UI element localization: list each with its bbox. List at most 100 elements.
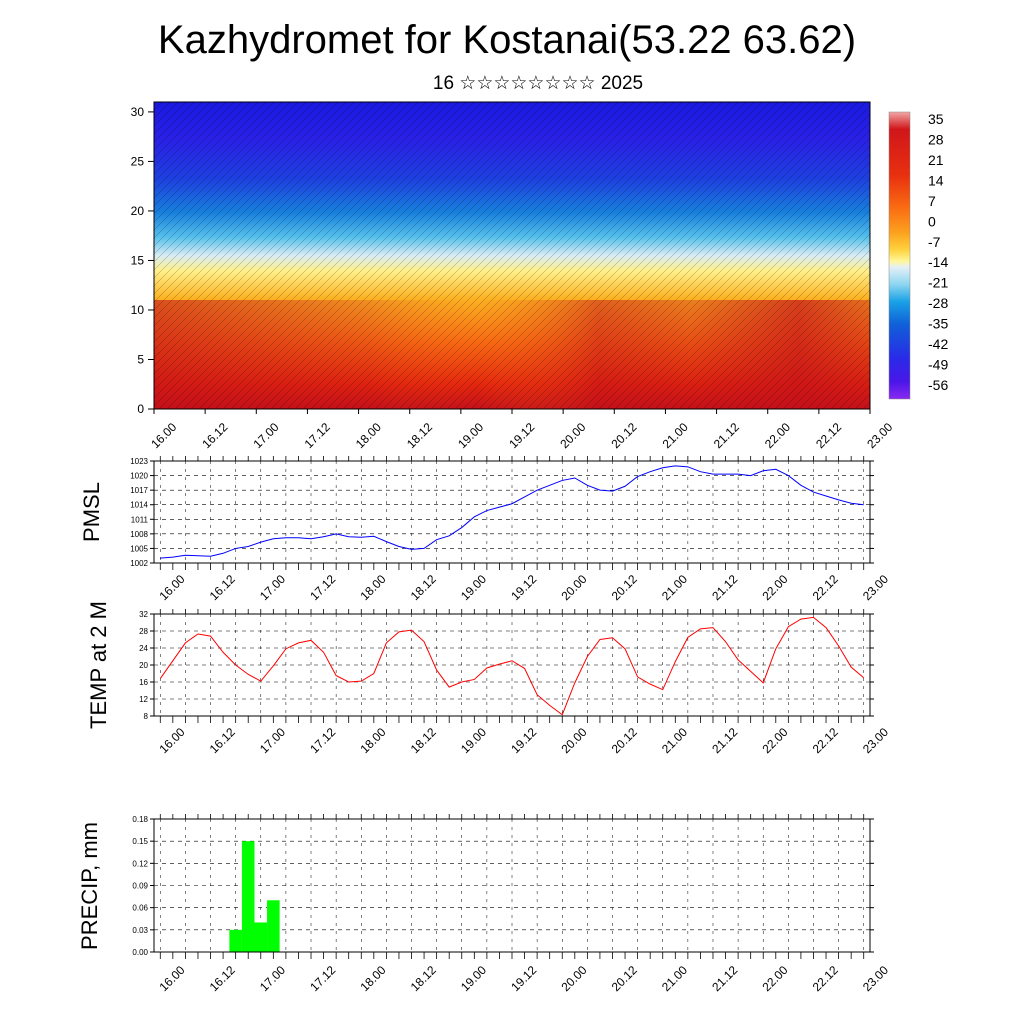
colorbar-label: -14 [928,254,948,270]
wind-barbs-overlay [154,102,870,409]
y-tick-label: 12 [139,695,148,704]
x-tick-label: 21.12 [709,725,740,756]
x-tick-label: 21.12 [709,963,740,994]
x-tick-label: 17.12 [307,725,338,756]
x-tick-label: 21.00 [659,725,690,756]
precip-bar [267,900,280,952]
y-tick-label: 0.00 [132,948,148,957]
x-tick-label: 20.12 [609,963,640,994]
chart-title: Kazhydromet for Kostanai(53.22 63.62) [157,18,857,62]
temperature-x-axis: 16.00 16.12 17.00 17.12 18.00 18.12 19.00 19.12… [148,409,896,451]
colorbar-label: 21 [928,152,944,168]
x-tick-label: 20.12 [609,572,640,603]
colorbar-label: -35 [928,316,948,332]
x-tick-label: 19.12 [508,572,539,603]
temp2m-y-axis: 32 28 24 20 16 12 8 [139,610,874,721]
x-tick-label: 19.00 [458,572,489,603]
x-tick-label: 19.12 [508,963,539,994]
y-tick-label: 0 [137,402,144,416]
x-tick-label: 22.12 [810,725,841,756]
x-tick-label: 18.12 [404,420,435,451]
y-tick-label: 0.15 [132,837,148,846]
x-tick-label: 17.00 [251,420,282,451]
precip-bar [229,929,242,952]
colorbar-label: 14 [928,172,944,188]
y-tick-label: 0.03 [132,926,148,935]
x-tick-label: 20.12 [609,420,640,451]
x-tick-label: 16.12 [199,420,230,451]
x-tick-label: 19.12 [506,420,537,451]
y-tick-label: 0.09 [132,882,148,891]
pmsl-x-axis: 16.00 16.12 17.00 17.12 18.00 18.12 19.00 19.12… [157,456,891,603]
x-tick-label: 20.00 [558,725,589,756]
x-tick-label: 23.00 [860,572,891,603]
y-tick-label: 1020 [130,472,148,481]
y-tick-label: 24 [139,644,148,653]
x-tick-label: 16.00 [157,725,188,756]
x-tick-label: 20.12 [609,725,640,756]
y-tick-label: 8 [144,712,149,721]
y-tick-label: 15 [131,253,145,267]
y-tick-label: 0.18 [132,815,148,824]
colorbar-label: 0 [928,213,936,229]
colorbar-label: 28 [928,131,944,147]
x-tick-label: 23.00 [860,725,891,756]
x-tick-label: 17.00 [257,963,288,994]
x-tick-label: 16.00 [157,572,188,603]
x-tick-label: 22.00 [759,572,790,603]
y-tick-label: 1011 [131,515,149,524]
x-tick-label: 22.12 [813,420,844,451]
y-tick-label: 32 [139,610,148,619]
y-tick-label: 20 [139,661,148,670]
x-tick-label: 18.00 [357,963,388,994]
x-tick-label: 16.00 [148,420,179,451]
x-tick-label: 18.00 [357,725,388,756]
x-tick-label: 17.12 [307,963,338,994]
colorbar-label: 7 [928,193,936,209]
x-tick-label: 16.12 [207,572,238,603]
x-tick-label: 20.00 [557,420,588,451]
x-tick-label: 16.12 [207,725,238,756]
precip-axis-label: PRECIP, mm [77,822,102,950]
colorbar-labels: 35 28 21 14 7 0 -7 -14 -21 -28 -35 -42 -49 -56 [928,111,948,393]
x-tick-label: 22.12 [810,963,841,994]
colorbar-label: -56 [928,377,948,393]
x-tick-label: 19.00 [458,725,489,756]
y-tick-label: 1017 [130,486,148,495]
x-tick-label: 17.00 [257,725,288,756]
colorbar-label: -49 [928,357,948,373]
x-tick-label: 21.00 [660,420,691,451]
colorbar-label: -28 [928,295,948,311]
y-tick-label: 25 [131,154,145,168]
x-tick-label: 22.00 [759,725,790,756]
colorbar: 35 28 21 14 7 0 -7 -14 -21 -28 -35 -42 -49 -56 [888,111,948,400]
x-tick-label: 23.00 [864,420,895,451]
x-tick-label: 17.12 [307,572,338,603]
x-tick-label: 21.00 [659,963,690,994]
temperature-panel: 0 5 10 15 20 25 30 16.00 16.12 17.00 17.12 18.00 18… [131,101,896,451]
x-tick-label: 16.00 [157,963,188,994]
x-tick-label: 22.00 [759,963,790,994]
temp2m-axis-label: TEMP at 2 M [86,601,111,729]
x-tick-label: 19.12 [508,725,539,756]
pmsl-axis-label: PMSL [79,482,104,542]
x-tick-label: 18.12 [408,572,439,603]
y-tick-label: 1023 [130,457,148,466]
colorbar-label: -21 [928,275,948,291]
y-tick-label: 20 [131,204,145,218]
y-tick-label: 10 [131,303,145,317]
x-tick-label: 22.00 [762,420,793,451]
y-tick-label: 1008 [130,530,148,539]
y-tick-label: 1005 [130,544,148,553]
y-tick-label: 30 [131,105,145,119]
temperature-y-axis: 0 5 10 15 20 25 30 [131,105,154,416]
pmsl-y-axis: 1023 1020 1017 1014 1011 1008 1005 1002 [130,457,874,568]
x-tick-label: 17.12 [302,420,333,451]
x-tick-label: 21.00 [659,572,690,603]
precip-y-axis: 0.18 0.15 0.12 0.09 0.06 0.03 0.00 [132,815,874,957]
x-tick-label: 18.12 [408,963,439,994]
precip-bar [241,841,255,952]
x-tick-label: 18.00 [357,572,388,603]
